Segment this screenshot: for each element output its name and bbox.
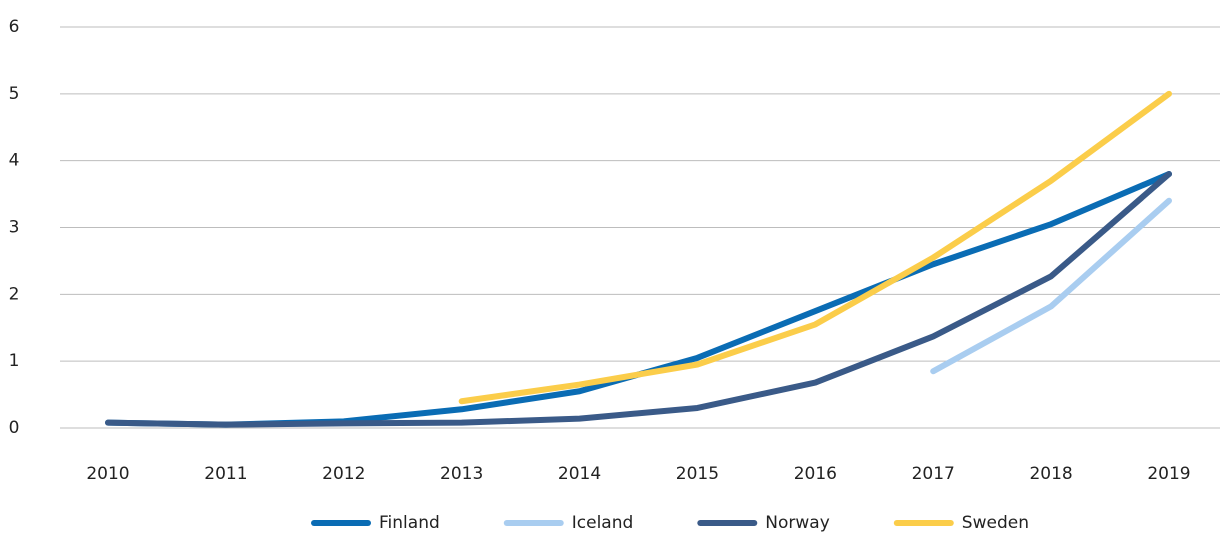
legend-label: Finland [379,513,440,533]
y-tick-label: 6 [9,17,20,37]
x-tick-label: 2015 [676,464,719,484]
series-line [105,171,1172,428]
x-tick-label: 2011 [204,464,247,484]
y-tick-label: 4 [9,151,20,171]
legend-label: Iceland [572,513,634,533]
x-tick-label: 2010 [86,464,129,484]
x-tick-label: 2019 [1147,464,1190,484]
legend-label: Norway [765,513,830,533]
x-tick-label: 2017 [912,464,955,484]
y-tick-label: 0 [9,418,20,438]
y-tick-label: 1 [9,351,20,371]
x-tick-label: 2014 [558,464,601,484]
y-tick-label: 5 [9,84,20,104]
x-tick-label: 2018 [1029,464,1072,484]
y-tick-label: 3 [9,218,20,238]
series-line [930,197,1172,375]
series-line [458,90,1172,405]
x-tick-label: 2016 [794,464,837,484]
x-tick-label: 2013 [440,464,483,484]
legend: Finland Iceland Norway Sweden [311,513,1029,533]
x-tick-label: 2012 [322,464,365,484]
legend-label: Sweden [962,513,1029,533]
y-tick-label: 2 [9,284,20,304]
